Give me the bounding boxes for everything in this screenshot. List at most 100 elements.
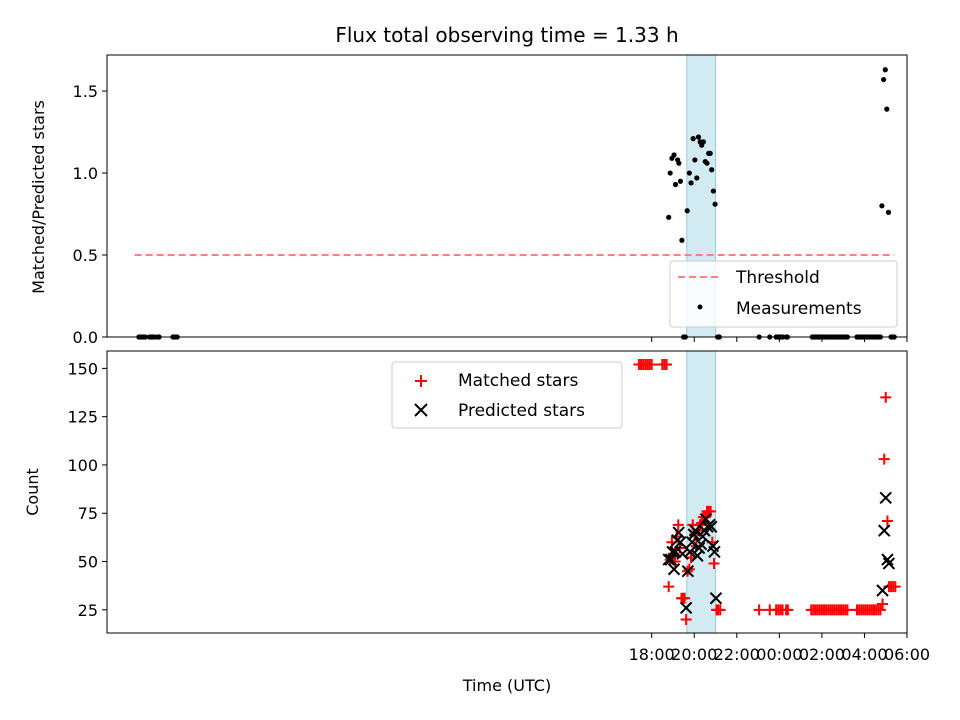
- legend-measurements-label: Measurements: [736, 299, 862, 319]
- time-x-tick-label: 00:00: [756, 645, 802, 664]
- count-plot-frame: [106, 350, 908, 634]
- predicted-star-marker: [683, 545, 697, 559]
- matched-star-marker: [646, 359, 658, 371]
- count-y-tick-label: 150: [67, 359, 98, 378]
- predicted-star-marker: [879, 491, 892, 505]
- ratio-y-tick-label: 1.5: [73, 82, 98, 101]
- time-x-tick-label: 18:00: [629, 645, 675, 664]
- measurement-point: [880, 76, 887, 83]
- ratio-y-ticks: 0.0 0.5 1.0 1.5: [73, 82, 107, 347]
- measurement-point: [694, 175, 700, 181]
- measurement-point: [707, 150, 713, 156]
- measurement-point: [677, 178, 684, 184]
- predicted-star-marker: [876, 584, 889, 597]
- ratio-y-tick-label: 1.0: [73, 164, 98, 183]
- measurement-point: [676, 160, 682, 166]
- measurement-point: [882, 67, 888, 73]
- measurement-point: [672, 181, 679, 188]
- time-x-tick-label: 02:00: [799, 645, 845, 664]
- ratio-y-tick-label: 0.5: [73, 246, 98, 265]
- measurement-point: [690, 136, 696, 142]
- legend-predicted-label: Predicted stars: [458, 401, 585, 421]
- ratio-legend-box: [669, 260, 898, 328]
- matched-star-marker: [680, 613, 692, 625]
- matched-star-marker: [714, 604, 726, 616]
- count-y-tick-label: 75: [78, 504, 98, 523]
- count-legend: Matched stars Predicted stars: [391, 361, 623, 429]
- measurement-point: [700, 139, 706, 145]
- predicted-star-marker: [709, 592, 723, 605]
- matched-star-marker: [753, 604, 765, 616]
- matched-star-marker: [663, 581, 675, 593]
- count-y-tick-label: 100: [67, 456, 98, 475]
- legend-matched-label: Matched stars: [458, 371, 578, 391]
- predicted-star-marker: [681, 564, 695, 578]
- predicted-star-marker: [878, 524, 891, 537]
- measurement-point: [679, 237, 685, 243]
- count-y-ticks: 25 50 75 100 125 150: [67, 359, 107, 620]
- measurement-point: [692, 157, 698, 163]
- matched-star-marker: [880, 391, 892, 403]
- predicted-star-marker: [689, 524, 702, 537]
- measurement-point: [695, 134, 702, 140]
- measurement-point: [709, 167, 715, 173]
- legend-matched-swatch: [415, 375, 427, 387]
- measurement-point: [688, 180, 694, 186]
- ratio-plot-frame: [106, 54, 908, 338]
- ratio-y-tick-label: 0.0: [73, 328, 98, 347]
- count-panel: 25 50 75 100 125 150 18:0020:0022:0000:0002:0…: [23, 350, 930, 695]
- matched-star-marker: [782, 604, 794, 616]
- predicted-star-marker: [708, 545, 721, 559]
- legend-threshold-label: Threshold: [735, 268, 820, 288]
- measurement-point: [667, 170, 673, 176]
- time-x-axis-label: Time (UTC): [462, 676, 551, 695]
- predicted-star-marker: [666, 545, 679, 559]
- matched-star-marker: [661, 359, 673, 371]
- time-x-tick-label: 06:00: [884, 645, 930, 664]
- count-y-tick-label: 25: [78, 601, 98, 620]
- measurement-point: [885, 209, 892, 215]
- legend-measurements-swatch: [697, 304, 703, 310]
- ratio-panel: 0.0 0.5 1.0 1.5 Flux total observing time =…: [29, 23, 908, 347]
- measurement-point: [712, 201, 718, 207]
- predicted-star-marker: [881, 553, 894, 566]
- predicted-star-marker: [667, 563, 681, 576]
- time-x-tick-label: 22:00: [714, 645, 760, 664]
- matched-star-marker: [881, 515, 893, 527]
- predicted-star-marker: [692, 541, 706, 555]
- count-y-tick-label: 125: [67, 408, 98, 427]
- matched-star-marker: [679, 592, 691, 604]
- count-y-axis-label: Count: [23, 468, 42, 516]
- predicted-star-marker: [676, 547, 689, 561]
- ratio-y-axis-label: Matched/Predicted stars: [29, 100, 48, 294]
- time-x-tick-label: 20:00: [671, 645, 717, 664]
- measurement-point: [666, 214, 672, 220]
- measurement-point: [686, 170, 692, 176]
- measurement-point: [710, 188, 716, 194]
- matched-star-marker: [841, 604, 853, 616]
- legend-predicted-swatch: [414, 403, 428, 417]
- predicted-star-marker: [672, 526, 685, 539]
- measurement-point: [671, 152, 677, 158]
- matched-star-marker: [672, 519, 684, 531]
- predicted-star-marker: [669, 545, 682, 559]
- count-y-tick-label: 50: [78, 553, 98, 572]
- predicted-star-marker: [679, 601, 693, 615]
- measurement-point: [684, 208, 690, 214]
- predicted-star-marker: [882, 557, 896, 570]
- predicted-star-markers: [662, 491, 896, 615]
- chart-title: Flux total observing time = 1.33 h: [335, 23, 678, 47]
- time-x-tick-label: 04:00: [841, 645, 887, 664]
- matched-star-marker: [878, 453, 890, 465]
- measurement-point: [704, 160, 710, 166]
- observing-window-shade-bottom: [686, 350, 717, 634]
- matched-star-marker: [877, 598, 889, 610]
- predicted-star-marker: [674, 536, 687, 549]
- predicted-star-marker: [705, 520, 718, 533]
- count-legend-box: [391, 361, 623, 429]
- matched-star-marker: [874, 604, 886, 616]
- matched-star-marker: [708, 557, 720, 569]
